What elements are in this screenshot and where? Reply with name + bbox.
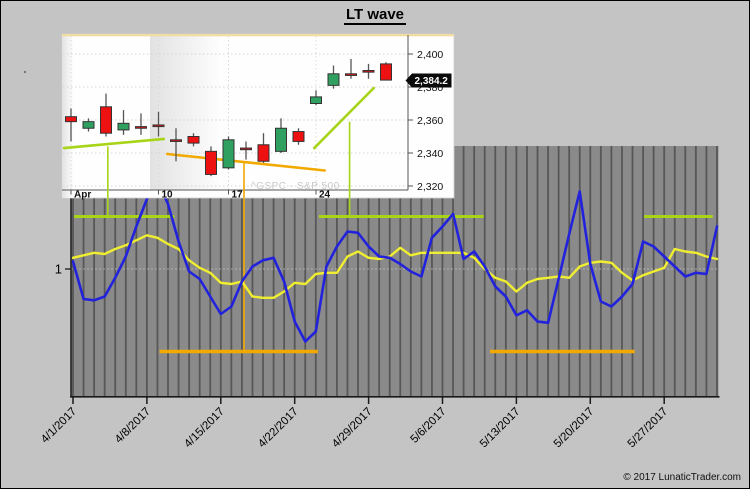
candle-down xyxy=(362,70,375,73)
inset-price-label: 2,320 xyxy=(417,181,443,193)
x-axis-tick-label: 4/29/2017 xyxy=(330,406,375,451)
pixel-artifact xyxy=(23,70,27,74)
inset-price-label: 2,360 xyxy=(417,115,443,127)
candle-down xyxy=(205,150,217,175)
yellow-wave-line xyxy=(71,234,719,299)
candle-down xyxy=(170,139,182,142)
inset-trendline xyxy=(312,86,376,150)
candle-up xyxy=(222,139,235,169)
inset-date-label: 24 xyxy=(319,190,331,201)
inset-price-label: 2,340 xyxy=(417,148,443,160)
inset-candles xyxy=(65,58,392,177)
inset-date-label: 17 xyxy=(232,190,244,201)
candle-down xyxy=(292,131,305,142)
candle-down xyxy=(240,147,252,151)
candle-up xyxy=(82,121,95,129)
x-axis-tick-label: 4/8/2017 xyxy=(113,406,153,446)
candle-down xyxy=(100,106,112,134)
y-axis-tick-label: 1 xyxy=(55,262,62,277)
candle-down xyxy=(257,144,270,162)
x-axis-tick-label: 5/6/2017 xyxy=(408,406,448,446)
wave-band-markers xyxy=(74,198,713,354)
timing-vertical-lines-upper xyxy=(107,121,351,198)
candle-down xyxy=(65,116,77,123)
x-axis-tick-label: 4/1/2017 xyxy=(39,406,79,446)
candle-down xyxy=(152,124,165,128)
x-axis-tick-label: 4/15/2017 xyxy=(182,406,227,451)
x-axis-tick-label: 5/20/2017 xyxy=(552,406,597,451)
candle-down xyxy=(187,136,200,144)
x-axis-tick-label: 5/13/2017 xyxy=(478,406,523,451)
inset-price-label: 2,400 xyxy=(417,49,443,61)
inset-date-label: 10 xyxy=(162,190,174,201)
blue-wave-line xyxy=(71,180,719,343)
inset-trendline xyxy=(62,137,166,150)
candle-up xyxy=(275,127,287,152)
copyright-text: © 2017 LunaticTrader.com xyxy=(623,472,741,483)
candle-up xyxy=(327,73,340,86)
candle-down xyxy=(135,126,147,129)
inset-trendline xyxy=(165,152,327,172)
inset-date-label: Apr xyxy=(74,190,91,201)
candle-up xyxy=(117,122,130,131)
candle-down xyxy=(380,63,392,81)
wave-series xyxy=(71,180,719,343)
price-tag-text: 2,384.2 xyxy=(415,76,449,87)
last-price-tag: 2,384.2 xyxy=(405,73,452,88)
candle-up xyxy=(310,96,322,105)
price-tag-shape xyxy=(405,73,452,88)
candle-down xyxy=(345,73,357,76)
inset-background xyxy=(61,33,455,199)
watermark-text: ^GSPC - S&P 500 xyxy=(251,181,340,192)
x-axis-tick-label: 4/22/2017 xyxy=(256,406,301,451)
x-axis-tick-label: 5/27/2017 xyxy=(626,406,671,451)
